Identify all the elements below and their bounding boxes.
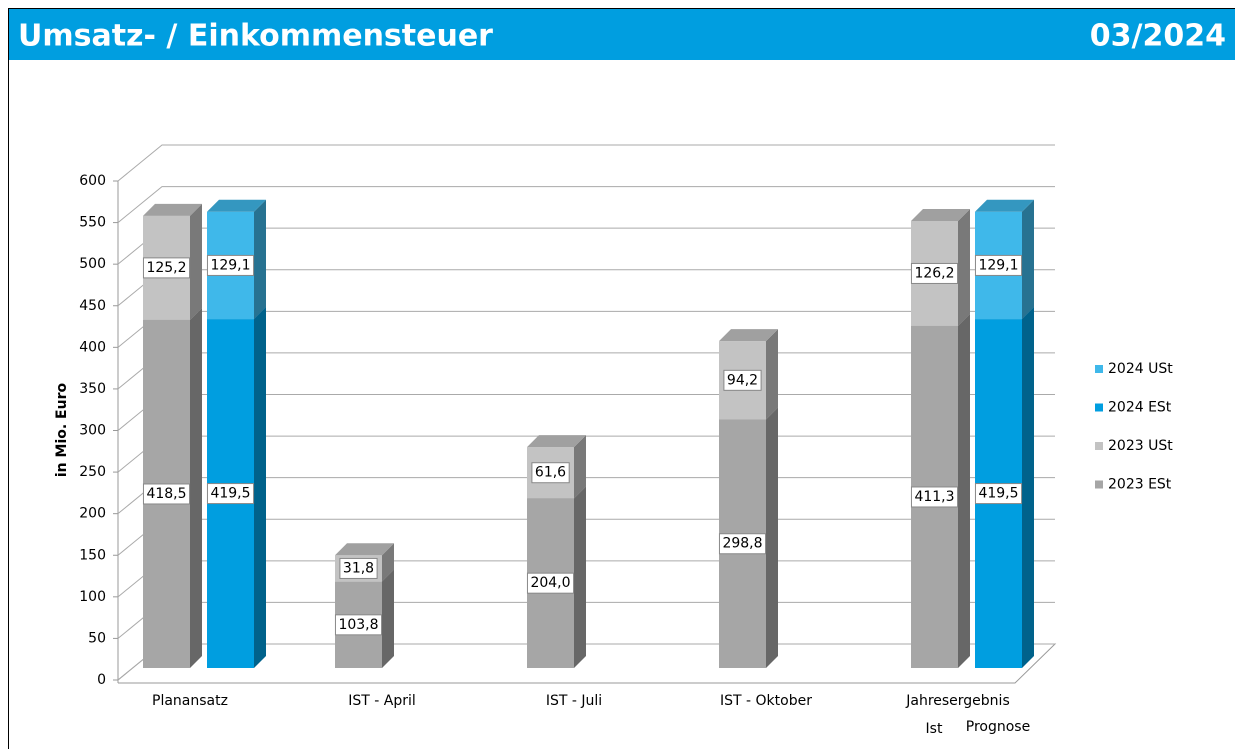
bar-side — [1022, 307, 1034, 668]
x-tick-label: Jahresergebnis — [905, 693, 1010, 709]
data-label-box — [974, 254, 1023, 276]
header-title: Umsatz- / Einkommensteuer — [18, 19, 493, 54]
data-label: 298,8 — [722, 536, 762, 552]
data-label: 94,2 — [727, 372, 758, 388]
x-tick-sublabel: Prognose — [966, 719, 1030, 735]
grid-line — [117, 186, 1055, 223]
bar-side — [958, 313, 970, 668]
data-label-box — [531, 462, 570, 484]
x-tick-sublabel: Ist — [926, 721, 943, 737]
grid-line — [117, 144, 1055, 182]
data-label: 418,5 — [146, 486, 186, 502]
y-tick-label: 200 — [79, 506, 106, 522]
y-tick-label: 0 — [97, 672, 106, 688]
data-label: 129,1 — [210, 257, 250, 273]
x-tick-label: IST - Oktober — [720, 693, 812, 709]
data-label-box — [718, 533, 767, 555]
bar-side — [254, 307, 266, 668]
bar-side — [382, 569, 394, 668]
data-label-box — [206, 254, 255, 276]
legend-swatch — [1095, 442, 1103, 450]
x-tick-label: IST - Juli — [546, 693, 602, 709]
bar-side — [254, 199, 266, 320]
bar-side — [958, 208, 970, 326]
data-label-box — [206, 483, 255, 505]
data-label: 129,1 — [978, 257, 1018, 273]
data-label: 61,6 — [535, 465, 566, 481]
legend-label: 2024 USt — [1108, 361, 1173, 377]
x-tick-label: Planansatz — [152, 693, 228, 709]
data-label-box — [723, 369, 762, 391]
legend-swatch — [1095, 365, 1103, 373]
data-label: 103,8 — [338, 617, 378, 633]
y-tick-label: 450 — [79, 298, 106, 314]
y-tick-label: 250 — [79, 464, 106, 480]
data-label-box — [974, 483, 1023, 505]
header-bar — [9, 9, 1235, 60]
bar-top — [143, 203, 202, 216]
data-label: 126,2 — [914, 265, 954, 281]
y-tick-label: 50 — [88, 630, 106, 646]
bar-side — [766, 329, 778, 420]
data-label-box — [526, 572, 575, 594]
bar-top — [911, 208, 970, 221]
y-axis-label: in Mio. Euro — [54, 383, 70, 478]
data-label: 411,3 — [914, 489, 954, 505]
data-label-box — [910, 262, 959, 284]
bar-top — [975, 199, 1034, 212]
y-tick-label: 500 — [79, 256, 106, 272]
data-label: 419,5 — [978, 486, 1018, 502]
legend-label: 2024 ESt — [1108, 400, 1172, 416]
bar-side — [190, 307, 202, 668]
bar-side — [190, 203, 202, 320]
bar-side — [1022, 199, 1034, 320]
y-tick-label: 400 — [79, 339, 106, 355]
legend-label: 2023 ESt — [1108, 477, 1172, 493]
x-tick-label: IST - April — [348, 693, 416, 709]
data-label: 204,0 — [530, 575, 570, 591]
bar-side — [766, 407, 778, 668]
data-label: 125,2 — [146, 260, 186, 276]
bar-side — [382, 543, 394, 582]
data-label-box — [334, 614, 383, 636]
data-label-box — [142, 483, 191, 505]
data-label: 31,8 — [343, 560, 374, 576]
bar-top — [527, 435, 586, 448]
y-tick-label: 550 — [79, 215, 106, 231]
y-tick-label: 100 — [79, 589, 106, 605]
legend-swatch — [1095, 403, 1103, 412]
legend-swatch — [1095, 480, 1103, 489]
y-tick-label: 600 — [79, 173, 106, 189]
y-tick-label: 350 — [79, 381, 106, 397]
data-label: 419,5 — [210, 486, 250, 502]
y-tick-label: 150 — [79, 547, 106, 563]
header-date: 03/2024 — [1090, 19, 1226, 54]
data-label-box — [910, 486, 959, 508]
y-tick-label: 300 — [79, 423, 106, 439]
frame — [8, 8, 1235, 749]
bar-side — [574, 486, 586, 668]
data-label-box — [339, 557, 378, 579]
bar-top — [719, 329, 778, 342]
legend-label: 2023 USt — [1108, 438, 1173, 454]
bar-top — [335, 543, 394, 556]
data-label-box — [142, 257, 191, 279]
bar-top — [207, 199, 266, 212]
bar-side — [574, 435, 586, 499]
